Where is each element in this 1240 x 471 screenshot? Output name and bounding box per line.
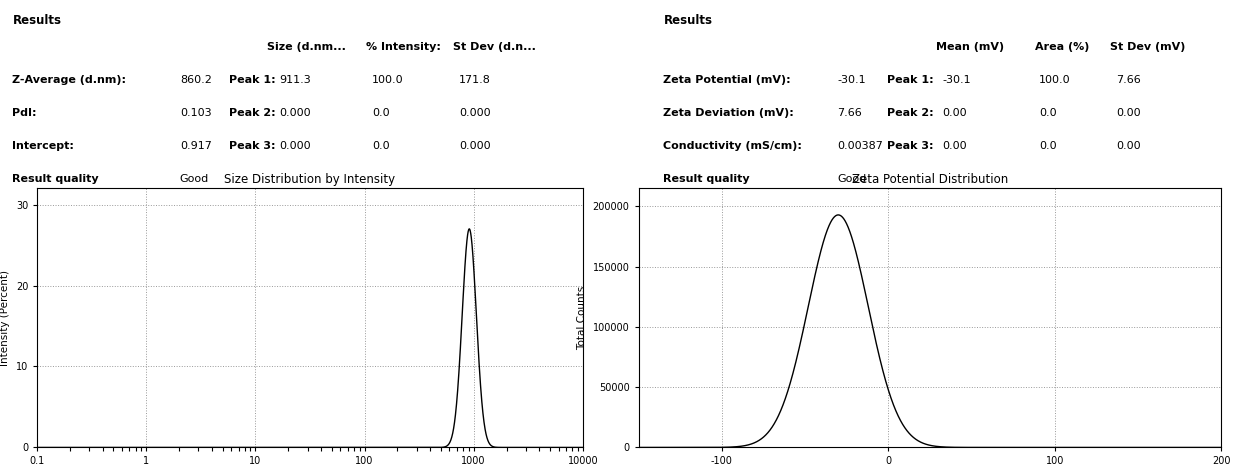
Text: Z-Average (d.nm):: Z-Average (d.nm): — [12, 75, 126, 85]
Text: 171.8: 171.8 — [459, 75, 491, 85]
Text: 0.00: 0.00 — [942, 141, 967, 151]
Text: -30.1: -30.1 — [942, 75, 971, 85]
Text: Results: Results — [12, 14, 62, 27]
Text: Zeta Deviation (mV):: Zeta Deviation (mV): — [663, 108, 794, 118]
Text: 0.00: 0.00 — [1116, 108, 1141, 118]
Text: Intercept:: Intercept: — [12, 141, 74, 151]
Text: Peak 2:: Peak 2: — [229, 108, 277, 118]
Y-axis label: Intensity (Percent): Intensity (Percent) — [0, 270, 10, 366]
Text: Good: Good — [180, 174, 210, 184]
Text: 860.2: 860.2 — [180, 75, 212, 85]
Text: 0.000: 0.000 — [459, 141, 491, 151]
Text: 100.0: 100.0 — [1039, 75, 1071, 85]
Text: 7.66: 7.66 — [837, 108, 862, 118]
Text: 0.000: 0.000 — [279, 108, 311, 118]
Text: 0.0: 0.0 — [1039, 141, 1056, 151]
Text: 0.103: 0.103 — [180, 108, 212, 118]
Text: Good: Good — [837, 174, 867, 184]
Text: 0.000: 0.000 — [279, 141, 311, 151]
Text: 0.00: 0.00 — [942, 108, 967, 118]
Text: 0.0: 0.0 — [372, 141, 389, 151]
Title: Size Distribution by Intensity: Size Distribution by Intensity — [224, 173, 396, 186]
Text: Size (d.nm...: Size (d.nm... — [267, 42, 346, 52]
Text: Mean (mV): Mean (mV) — [936, 42, 1004, 52]
Text: 0.00387: 0.00387 — [837, 141, 883, 151]
Text: 100.0: 100.0 — [372, 75, 404, 85]
Title: Zeta Potential Distribution: Zeta Potential Distribution — [852, 173, 1008, 186]
Text: -30.1: -30.1 — [837, 75, 866, 85]
Y-axis label: Total Counts: Total Counts — [577, 286, 588, 350]
Text: 0.917: 0.917 — [180, 141, 212, 151]
Text: Peak 1:: Peak 1: — [887, 75, 934, 85]
Text: 0.0: 0.0 — [372, 108, 389, 118]
Text: 7.66: 7.66 — [1116, 75, 1141, 85]
Text: Peak 3:: Peak 3: — [887, 141, 932, 151]
Text: Results: Results — [663, 14, 713, 27]
Text: Area (%): Area (%) — [1035, 42, 1090, 52]
Text: PdI:: PdI: — [12, 108, 37, 118]
Text: St Dev (d.n...: St Dev (d.n... — [453, 42, 536, 52]
Text: Conductivity (mS/cm):: Conductivity (mS/cm): — [663, 141, 802, 151]
Text: Result quality: Result quality — [12, 174, 99, 184]
Text: St Dev (mV): St Dev (mV) — [1110, 42, 1185, 52]
Text: 0.0: 0.0 — [1039, 108, 1056, 118]
Text: % Intensity:: % Intensity: — [366, 42, 440, 52]
Text: Peak 2:: Peak 2: — [887, 108, 934, 118]
Text: Peak 1:: Peak 1: — [229, 75, 277, 85]
Text: 0.00: 0.00 — [1116, 141, 1141, 151]
Text: 911.3: 911.3 — [279, 75, 311, 85]
Text: Peak 3:: Peak 3: — [229, 141, 275, 151]
Text: Result quality: Result quality — [663, 174, 750, 184]
Text: Zeta Potential (mV):: Zeta Potential (mV): — [663, 75, 791, 85]
Text: 0.000: 0.000 — [459, 108, 491, 118]
